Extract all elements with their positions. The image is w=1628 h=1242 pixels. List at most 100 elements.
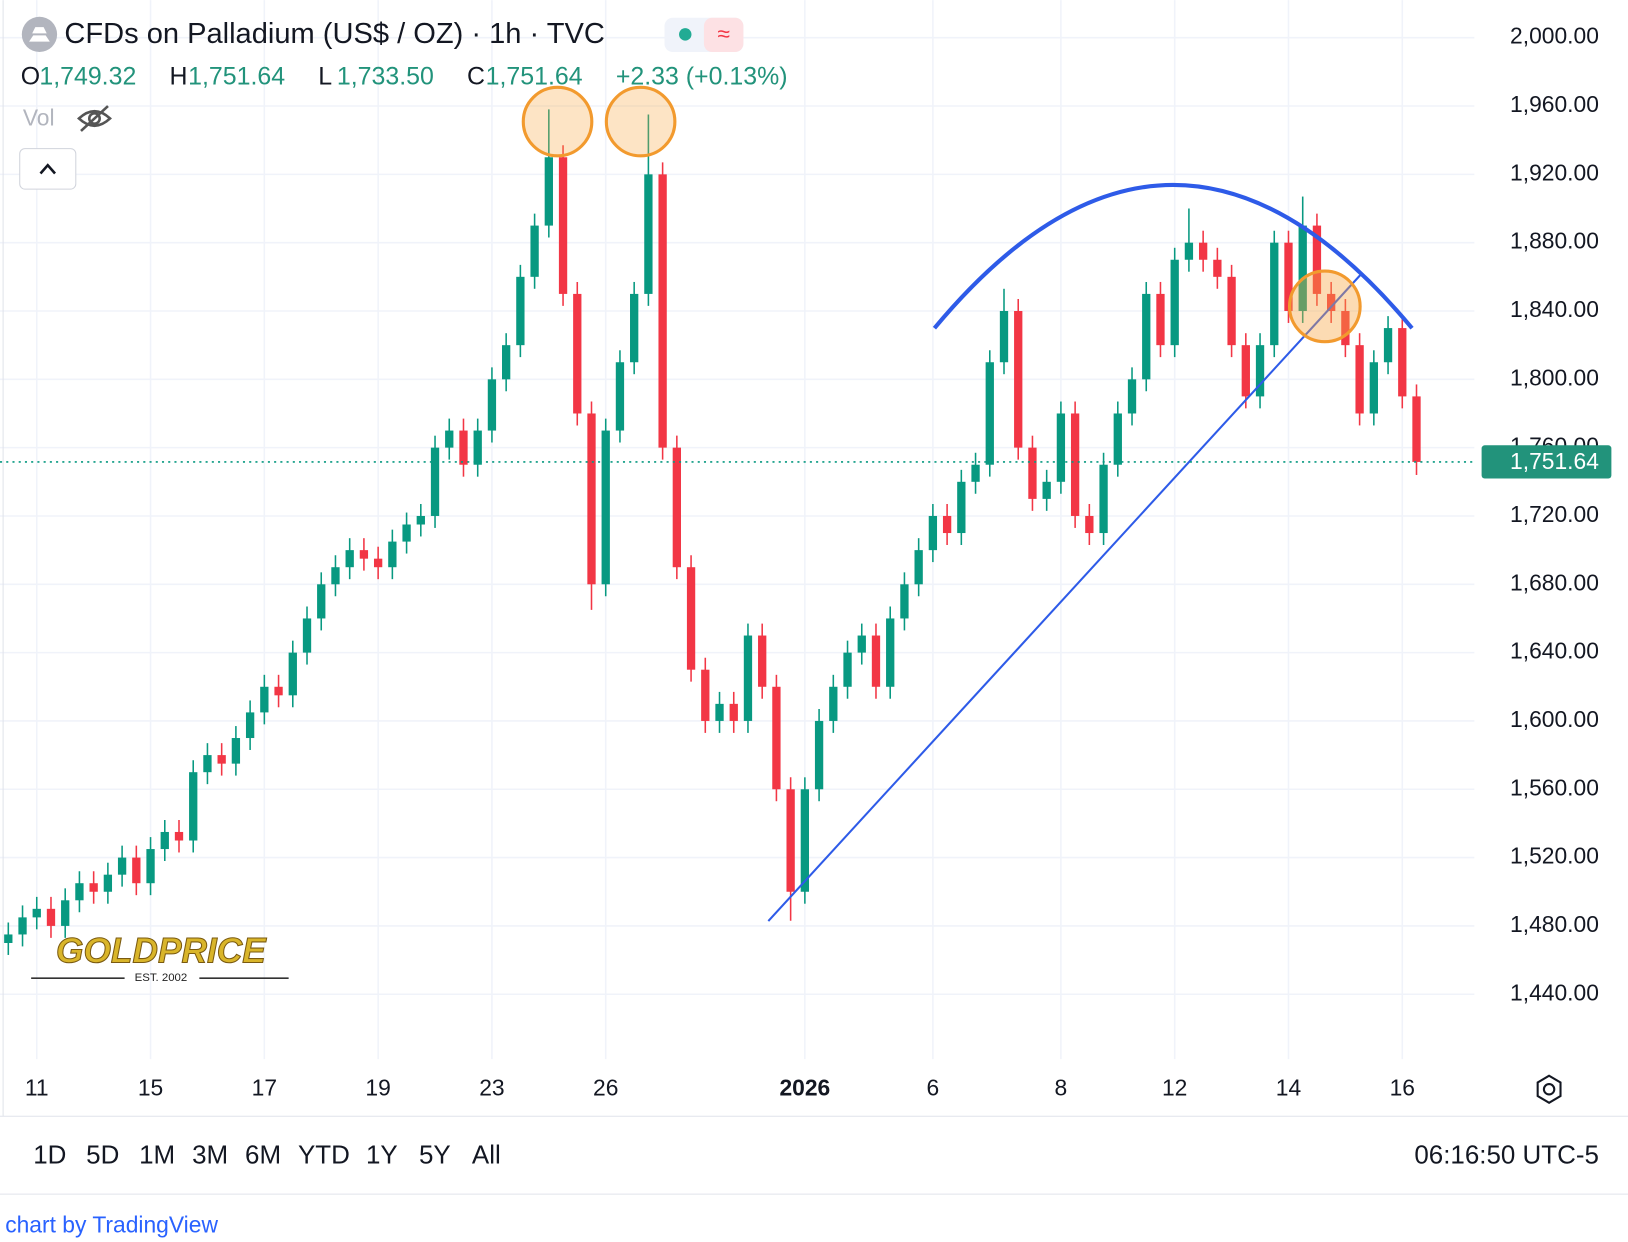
x-tick-label: 26 (593, 1074, 618, 1100)
candle-body (644, 174, 653, 294)
candle-body (814, 720, 824, 790)
candle-body (573, 293, 582, 414)
delay-icon: ≈ (717, 20, 730, 46)
range-button[interactable]: All (472, 1142, 501, 1170)
range-bar: 1D 5D 1M 3M 6M YTD 1Y 5Y All 06:16:50 UTC-5 (33, 1142, 1599, 1170)
candles (4, 109, 1421, 955)
x-tick-label: 23 (479, 1074, 504, 1100)
candle-body (373, 558, 383, 568)
range-button[interactable]: 1M (139, 1142, 175, 1170)
candle-body (416, 515, 425, 525)
candle-body (1284, 242, 1293, 311)
candle-body (217, 755, 226, 764)
candle-body (530, 225, 539, 277)
logo-tagline: EST. 2002 (135, 972, 188, 984)
ohlc-value: 1,749.32 (39, 63, 136, 91)
y-tick-label: 1,480.00 (1510, 911, 1599, 937)
candle-body (231, 738, 241, 764)
y-tick-label: 1,520.00 (1510, 843, 1599, 869)
candle-body (1142, 293, 1151, 380)
collapse-button[interactable] (19, 148, 77, 190)
x-tick-label: 14 (1276, 1074, 1302, 1100)
x-tick-label: 15 (138, 1074, 163, 1100)
arc-drawing (932, 182, 1414, 330)
candle-body (871, 635, 881, 687)
candle-body (985, 362, 994, 465)
candle-body (587, 413, 596, 585)
candle-body (1070, 413, 1080, 516)
candle-body (1056, 413, 1066, 482)
x-tick-label: 12 (1162, 1074, 1187, 1100)
candle-body (829, 686, 838, 721)
range-button[interactable]: 5Y (419, 1142, 451, 1170)
candle-body (1042, 481, 1051, 499)
y-tick-label: 1,720.00 (1510, 501, 1599, 527)
candle-body (758, 635, 767, 687)
ohlc-key: L (318, 63, 332, 91)
candle-body (544, 157, 553, 226)
y-tick-label: 1,840.00 (1510, 296, 1599, 322)
candle-body (928, 515, 938, 551)
last-price-box (1481, 445, 1612, 479)
symbol-icon (21, 16, 58, 53)
range-button[interactable]: 3M (192, 1142, 228, 1170)
volume-label[interactable]: Vol (23, 105, 55, 131)
candle-body (1398, 328, 1407, 397)
candle-body (245, 712, 255, 739)
candle-body (999, 310, 1009, 363)
range-button[interactable]: 6M (245, 1142, 281, 1170)
candle-body (886, 618, 895, 687)
y-tick-label: 1,920.00 (1510, 159, 1599, 185)
candle-body (203, 755, 212, 773)
x-tick-label: 2026 (779, 1074, 830, 1100)
y-tick-label: 2,000.00 (1510, 23, 1599, 49)
candle-body (1227, 276, 1236, 346)
candle-body (558, 157, 568, 294)
x-tick-label: 16 (1390, 1074, 1415, 1100)
legend-header: CFDs on Palladium (US$ / OZ) · 1h · TVC … (19, 16, 788, 190)
y-tick-label: 1,680.00 (1510, 569, 1599, 595)
trend-line (767, 274, 1361, 922)
y-tick-label: 1,880.00 (1510, 228, 1599, 254)
candle-body (843, 652, 852, 687)
range-button[interactable]: 1Y (366, 1142, 398, 1170)
hidden-eye-icon[interactable] (77, 105, 112, 132)
symbol-icon-bars (29, 27, 50, 42)
candle-body (1341, 310, 1350, 346)
candle-body (1198, 242, 1208, 260)
candle-body (61, 900, 70, 926)
candle-body (715, 703, 724, 721)
candle-body (430, 447, 440, 516)
range-button[interactable]: YTD (298, 1142, 350, 1170)
range-button[interactable]: 5D (86, 1142, 119, 1170)
candle-body (971, 464, 980, 482)
candle-body (302, 618, 312, 653)
highlight-circle (521, 85, 594, 158)
candle-body (146, 849, 155, 884)
candle-body (1213, 259, 1222, 277)
clock[interactable]: 06:16:50 UTC-5 (1414, 1142, 1599, 1170)
candle-body (729, 703, 738, 721)
x-tick-label: 11 (25, 1074, 49, 1100)
range-button[interactable]: 1D (33, 1142, 66, 1170)
candle-body (89, 883, 98, 892)
candle-body (1369, 362, 1378, 414)
candle-body (701, 669, 710, 721)
candle-body (800, 789, 810, 892)
watermark-logo: GOLDPRICE EST. 2002 (31, 931, 289, 984)
symbol-title[interactable]: CFDs on Palladium (US$ / OZ) · 1h · TVC (64, 18, 604, 50)
highlight-circle (604, 85, 677, 158)
attribution[interactable]: chart by TradingView (5, 1211, 218, 1237)
settings-icon[interactable] (1536, 1074, 1562, 1104)
candle-body (473, 430, 482, 465)
candle-body (1355, 345, 1364, 414)
candle-body (1127, 379, 1137, 414)
ohlc-value: 1,751.64 (486, 63, 583, 91)
grid (0, 0, 1475, 1060)
x-tick-label: 6 (927, 1074, 940, 1100)
candle-body (459, 430, 468, 465)
candle-body (317, 584, 326, 619)
candle-body (1156, 293, 1165, 346)
candle-body (388, 541, 397, 568)
candle-body (1298, 225, 1307, 311)
